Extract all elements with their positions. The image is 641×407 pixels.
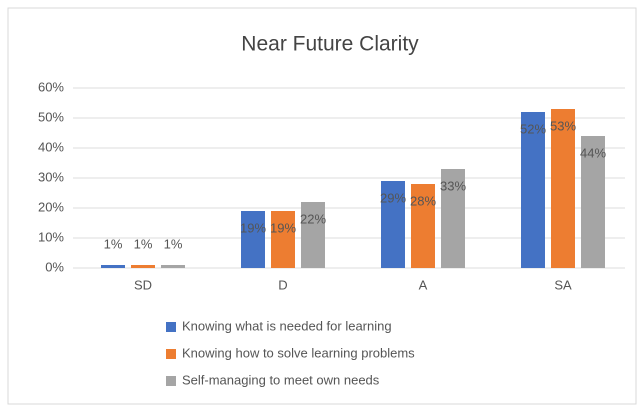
value-label: 52% bbox=[520, 121, 546, 136]
x-tick-label: A bbox=[419, 277, 428, 292]
value-label: 1% bbox=[164, 236, 183, 251]
y-tick-label: 20% bbox=[38, 199, 64, 214]
bar bbox=[411, 184, 435, 268]
legend-label: Knowing what is needed for learning bbox=[182, 318, 392, 333]
bar bbox=[241, 211, 265, 268]
value-label: 19% bbox=[270, 220, 296, 235]
value-label: 1% bbox=[134, 236, 153, 251]
bar bbox=[131, 265, 155, 268]
y-tick-label: 50% bbox=[38, 109, 64, 124]
x-tick-label: D bbox=[278, 277, 287, 292]
value-label: 53% bbox=[550, 118, 576, 133]
y-tick-label: 40% bbox=[38, 139, 64, 154]
value-label: 1% bbox=[104, 236, 123, 251]
bar bbox=[101, 265, 125, 268]
value-label: 19% bbox=[240, 220, 266, 235]
value-label: 33% bbox=[440, 178, 466, 193]
x-tick-label: SA bbox=[554, 277, 572, 292]
bar bbox=[551, 109, 575, 268]
bar bbox=[521, 112, 545, 268]
y-tick-label: 60% bbox=[38, 79, 64, 94]
value-label: 29% bbox=[380, 190, 406, 205]
bar bbox=[301, 202, 325, 268]
legend-swatch bbox=[166, 376, 176, 386]
y-tick-label: 0% bbox=[45, 259, 64, 274]
y-tick-label: 10% bbox=[38, 229, 64, 244]
bar bbox=[271, 211, 295, 268]
bar bbox=[441, 169, 465, 268]
y-tick-label: 30% bbox=[38, 169, 64, 184]
x-tick-label: SD bbox=[134, 277, 152, 292]
legend-label: Self-managing to meet own needs bbox=[182, 372, 380, 387]
legend-swatch bbox=[166, 322, 176, 332]
value-label: 44% bbox=[580, 145, 606, 160]
bar bbox=[581, 136, 605, 268]
chart-title: Near Future Clarity bbox=[241, 33, 419, 56]
value-label: 28% bbox=[410, 193, 436, 208]
bar bbox=[161, 265, 185, 268]
value-label: 22% bbox=[300, 211, 326, 226]
bar bbox=[381, 181, 405, 268]
legend-label: Knowing how to solve learning problems bbox=[182, 345, 415, 360]
legend-swatch bbox=[166, 349, 176, 359]
